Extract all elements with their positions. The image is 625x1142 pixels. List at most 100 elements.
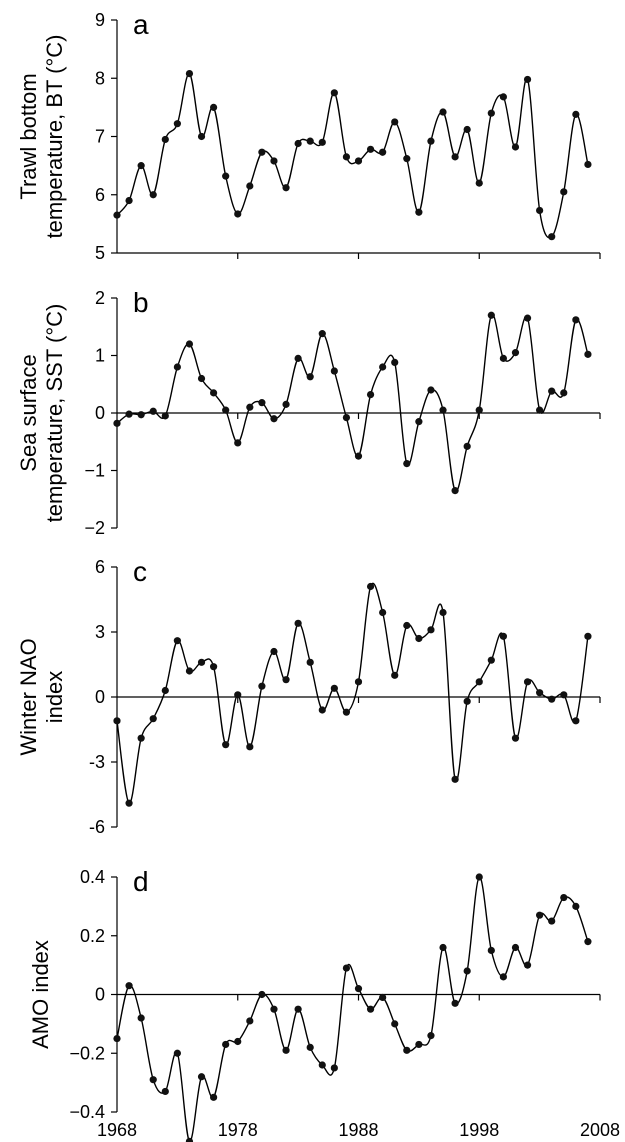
- data-point: [113, 419, 121, 427]
- y-tick-label: 0.4: [80, 867, 105, 887]
- data-point: [210, 663, 218, 671]
- data-point: [415, 1040, 423, 1049]
- data-point: [342, 414, 351, 422]
- y-axis-label: Winter NAO: [16, 638, 41, 755]
- data-point: [234, 210, 242, 218]
- data-point: [234, 439, 242, 447]
- data-point: [258, 682, 266, 690]
- data-point: [318, 1061, 326, 1069]
- data-point: [294, 619, 302, 627]
- data-point: [125, 196, 133, 205]
- data-point: [294, 139, 302, 148]
- data-point: [584, 160, 592, 169]
- data-point: [125, 799, 133, 807]
- data-point: [499, 973, 507, 981]
- data-point: [584, 938, 592, 946]
- data-point: [391, 1020, 399, 1028]
- data-point: [415, 418, 423, 426]
- y-tick-label: 6: [95, 185, 105, 205]
- y-tick-label: -3: [89, 752, 105, 772]
- series-line: [116, 72, 589, 239]
- data-point: [536, 406, 544, 414]
- data-point: [354, 452, 363, 460]
- data-point: [173, 363, 181, 371]
- data-point: [511, 734, 520, 742]
- data-point: [439, 608, 447, 617]
- data-point: [415, 634, 423, 643]
- data-point: [306, 373, 314, 381]
- data-point: [234, 691, 242, 699]
- panel-d-amo: −0.4 −0.2 0 0.2 0.4 1968 1978 1988 1998 2008 AMO i…: [28, 866, 620, 1142]
- data-point: [511, 943, 520, 952]
- panel-b-sea-surface-temperature: −2 −1 0 1 2 Sea surface temperature, SST (°C) b: [16, 287, 601, 538]
- y-tick-label: 1: [95, 346, 105, 366]
- data-point: [427, 137, 435, 145]
- y-axis-label: Sea surface: [16, 354, 41, 471]
- data-point: [161, 412, 169, 420]
- data-point: [173, 1049, 181, 1057]
- data-point: [318, 330, 326, 338]
- data-point: [427, 1032, 435, 1040]
- data-point: [523, 678, 532, 686]
- y-axis-label: index: [42, 671, 67, 724]
- data-point: [439, 108, 447, 116]
- data-point: [137, 734, 145, 742]
- data-point: [548, 387, 556, 395]
- data-point: [222, 172, 230, 180]
- data-point: [379, 148, 387, 156]
- data-point: [234, 1037, 242, 1046]
- data-point: [536, 689, 544, 697]
- data-point: [270, 1005, 278, 1013]
- y-tick-label: 0: [95, 985, 105, 1005]
- data-point: [306, 658, 314, 666]
- data-point: [584, 632, 592, 640]
- data-point: [415, 208, 423, 216]
- y-axis-label: Trawl bottom: [16, 73, 41, 199]
- data-point: [366, 582, 375, 591]
- data-point: [270, 157, 278, 165]
- data-point: [475, 406, 483, 414]
- series-line: [116, 313, 589, 492]
- data-point: [572, 902, 580, 910]
- data-point: [475, 873, 483, 881]
- series-line: [116, 876, 589, 1142]
- y-tick-label: 0: [95, 687, 105, 707]
- data-point: [487, 109, 495, 117]
- data-point: [282, 676, 290, 684]
- data-point: [391, 671, 399, 679]
- data-point: [439, 943, 447, 952]
- data-point: [330, 1064, 338, 1072]
- x-tick-label: 1998: [459, 1120, 499, 1140]
- data-point: [113, 717, 121, 725]
- y-tick-label: -6: [89, 817, 105, 837]
- data-point: [173, 637, 181, 645]
- panel-letter: a: [133, 9, 149, 40]
- data-point: [113, 211, 121, 219]
- data-point: [210, 389, 218, 397]
- y-tick-label: −0.2: [69, 1043, 105, 1063]
- data-point: [354, 157, 363, 165]
- data-point: [487, 946, 495, 955]
- y-tick-label: 5: [95, 243, 105, 263]
- data-point: [330, 89, 338, 97]
- data-point: [391, 358, 399, 366]
- panel-letter: d: [133, 866, 149, 897]
- y-tick-label: 6: [95, 557, 105, 577]
- data-point: [560, 691, 568, 699]
- data-point: [379, 608, 387, 617]
- data-point: [475, 179, 483, 187]
- data-point: [548, 695, 556, 703]
- data-point: [499, 632, 507, 640]
- data-point: [499, 354, 507, 362]
- data-point: [342, 708, 351, 716]
- data-point: [451, 775, 459, 783]
- data-point: [536, 911, 544, 919]
- data-point: [511, 143, 520, 151]
- data-point: [354, 985, 363, 993]
- data-point: [463, 125, 471, 134]
- data-point: [258, 399, 266, 407]
- data-point: [125, 982, 133, 990]
- data-point: [246, 1017, 254, 1025]
- data-point: [222, 1040, 230, 1049]
